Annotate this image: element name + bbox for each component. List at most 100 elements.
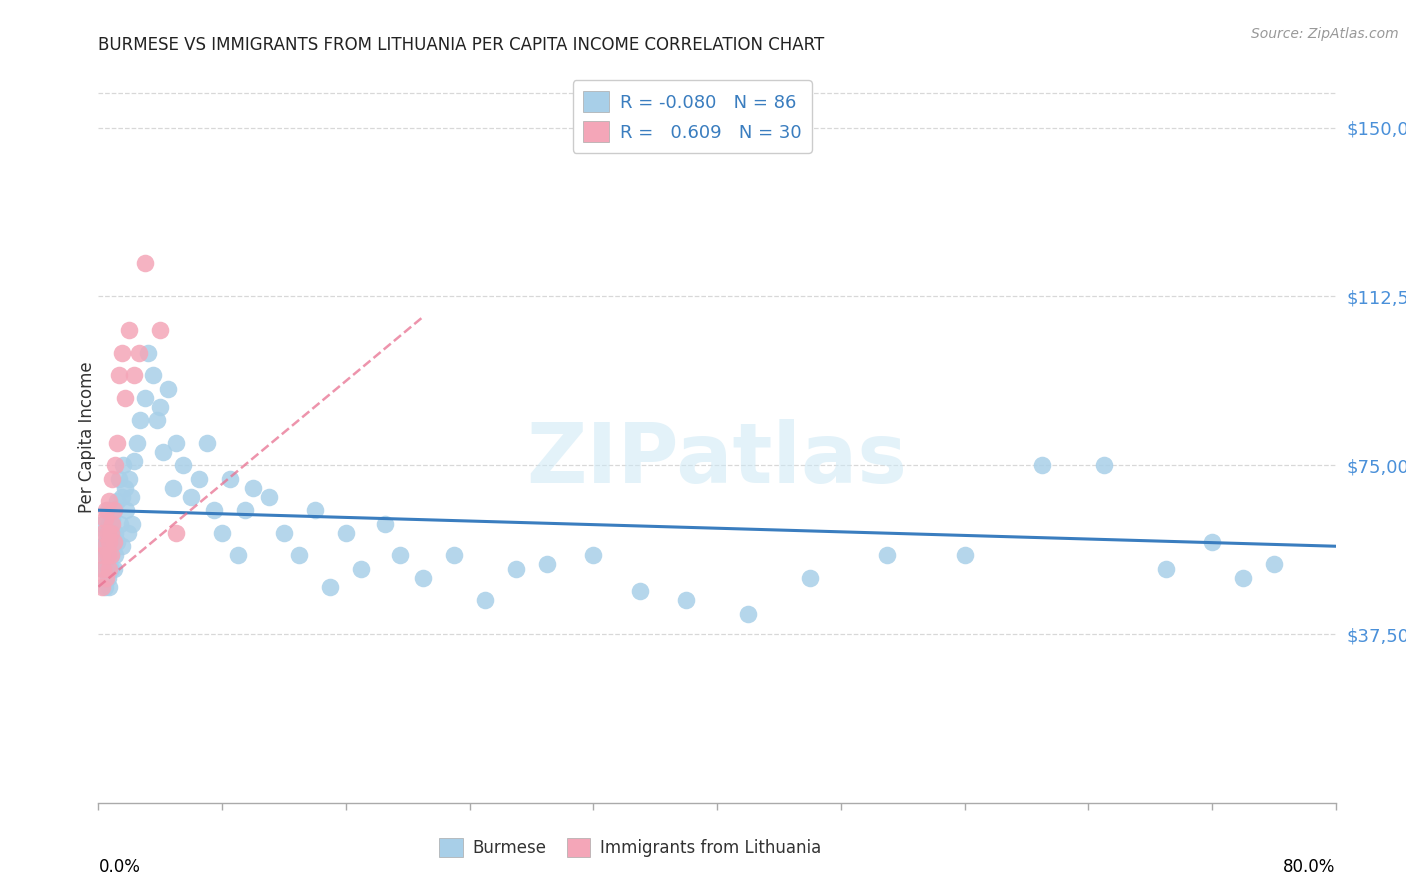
Point	[127, 435, 149, 450]
Point	[91, 525, 114, 540]
Point	[93, 580, 115, 594]
Point	[93, 548, 115, 562]
Text: ZIPatlas: ZIPatlas	[527, 418, 907, 500]
Point	[111, 490, 134, 504]
Point	[107, 472, 129, 486]
Text: Source: ZipAtlas.com: Source: ZipAtlas.com	[1251, 27, 1399, 41]
Point	[149, 323, 172, 337]
Point	[97, 503, 120, 517]
Point	[90, 548, 112, 562]
Point	[628, 584, 651, 599]
Point	[105, 494, 128, 508]
Point	[188, 472, 211, 486]
Point	[219, 472, 242, 486]
Y-axis label: Per Capita Income: Per Capita Income	[79, 361, 96, 513]
Point	[180, 490, 202, 504]
Point	[118, 472, 141, 486]
Point	[104, 458, 127, 473]
Point	[108, 516, 131, 531]
Point	[953, 548, 976, 562]
Point	[195, 435, 218, 450]
Point	[98, 562, 121, 576]
Point	[103, 534, 125, 549]
Point	[235, 503, 257, 517]
Point	[97, 548, 120, 562]
Point	[104, 548, 127, 562]
Point	[165, 525, 187, 540]
Point	[90, 580, 112, 594]
Point	[1154, 562, 1177, 576]
Point	[97, 571, 120, 585]
Point	[101, 472, 124, 486]
Point	[107, 368, 129, 383]
Point	[799, 571, 821, 585]
Point	[474, 593, 496, 607]
Point	[1092, 458, 1115, 473]
Point	[443, 548, 465, 562]
Point	[121, 516, 143, 531]
Point	[257, 490, 280, 504]
Point	[505, 562, 527, 576]
Point	[335, 525, 357, 540]
Point	[152, 444, 174, 458]
Point	[96, 571, 118, 585]
Point	[675, 593, 697, 607]
Point	[129, 413, 152, 427]
Point	[98, 534, 121, 549]
Point	[117, 525, 139, 540]
Point	[96, 558, 118, 572]
Point	[876, 548, 898, 562]
Point	[136, 345, 159, 359]
Point	[149, 400, 172, 414]
Point	[120, 490, 142, 504]
Point	[122, 368, 145, 383]
Point	[97, 525, 120, 540]
Point	[146, 413, 169, 427]
Point	[273, 525, 295, 540]
Point	[98, 534, 121, 549]
Point	[142, 368, 165, 383]
Point	[115, 503, 138, 517]
Point	[91, 562, 114, 576]
Point	[165, 435, 187, 450]
Point	[98, 516, 121, 531]
Legend: Burmese, Immigrants from Lithuania: Burmese, Immigrants from Lithuania	[433, 831, 828, 864]
Point	[388, 548, 412, 562]
Point	[93, 512, 115, 526]
Point	[103, 534, 125, 549]
Point	[114, 391, 136, 405]
Point	[1263, 558, 1285, 572]
Point	[1201, 534, 1223, 549]
Point	[157, 382, 180, 396]
Point	[100, 525, 122, 540]
Point	[114, 481, 136, 495]
Point	[111, 345, 134, 359]
Point	[96, 534, 118, 549]
Point	[105, 435, 128, 450]
Point	[103, 503, 125, 517]
Point	[242, 481, 264, 495]
Point	[91, 516, 114, 531]
Point	[319, 580, 342, 594]
Point	[104, 525, 127, 540]
Point	[93, 539, 115, 553]
Point	[90, 539, 112, 553]
Point	[101, 512, 124, 526]
Point	[98, 580, 121, 594]
Point	[103, 562, 125, 576]
Point	[1232, 571, 1254, 585]
Point	[91, 562, 114, 576]
Point	[288, 548, 311, 562]
Point	[103, 503, 125, 517]
Point	[112, 458, 135, 473]
Point	[226, 548, 249, 562]
Point	[97, 548, 120, 562]
Point	[105, 534, 128, 549]
Point	[211, 525, 233, 540]
Point	[1031, 458, 1053, 473]
Point	[100, 525, 122, 540]
Text: 80.0%: 80.0%	[1284, 858, 1336, 876]
Point	[100, 548, 122, 562]
Point	[536, 558, 558, 572]
Point	[204, 503, 226, 517]
